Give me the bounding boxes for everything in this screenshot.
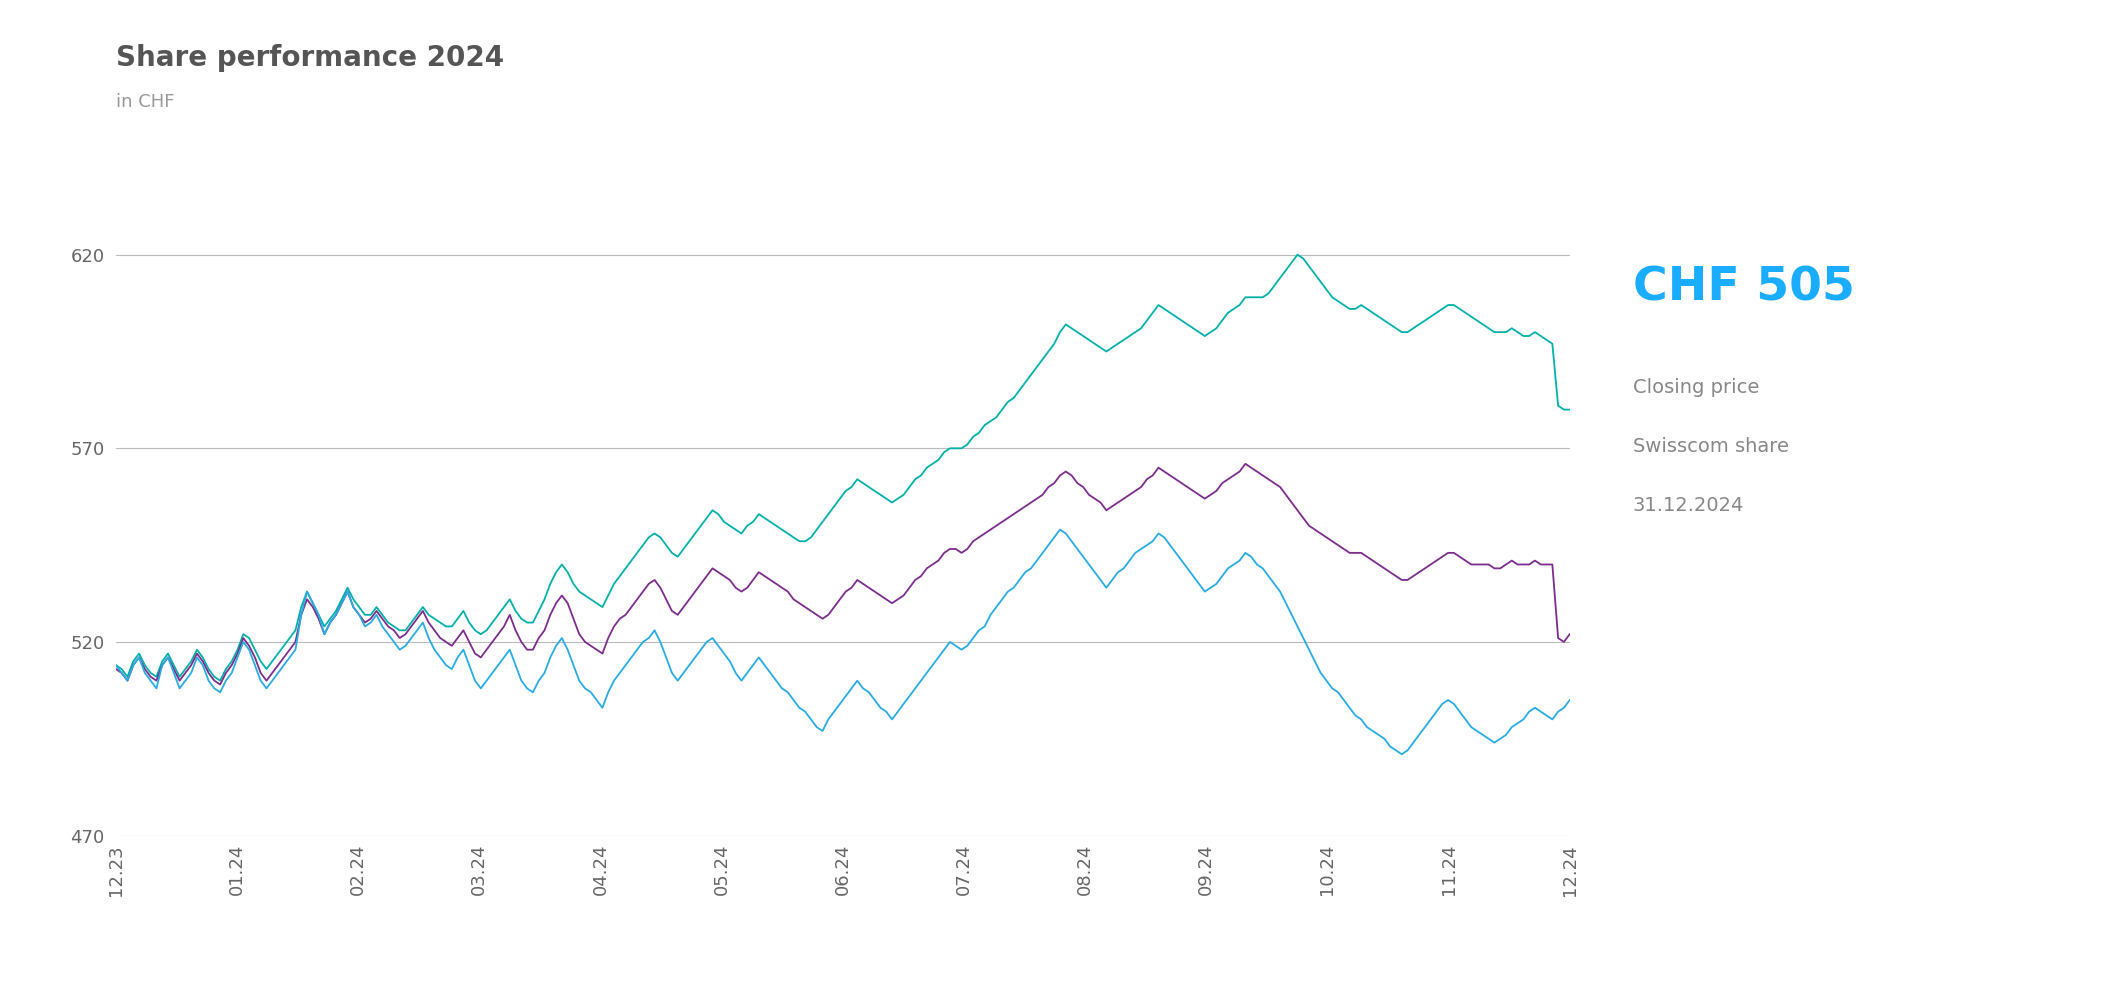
Text: CHF 505: CHF 505 [1633,265,1854,311]
Text: Share performance 2024: Share performance 2024 [116,44,504,72]
Text: in CHF: in CHF [116,93,175,111]
Text: Closing price: Closing price [1633,378,1759,397]
Text: 31.12.2024: 31.12.2024 [1633,496,1745,515]
Text: Swisscom share: Swisscom share [1633,437,1789,456]
